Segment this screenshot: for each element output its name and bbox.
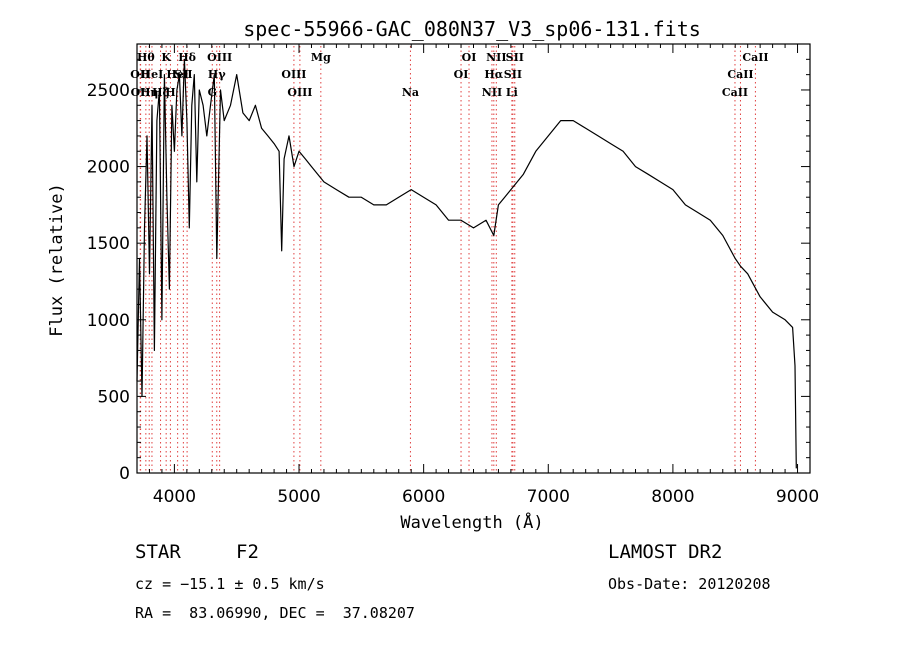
sky-coordinates: RA = 83.06990, DEC = 37.08207 [135, 604, 415, 622]
x-tick-label: 9000 [776, 487, 819, 507]
x-tick-label: 4000 [153, 487, 196, 507]
line-marker-label: OIII [207, 51, 232, 64]
y-tick-label: 2500 [87, 81, 130, 101]
line-marker-label: SII [504, 68, 522, 81]
x-tick-label: 8000 [651, 487, 694, 507]
line-marker-label: CaII [722, 86, 748, 99]
line-marker-label: Hη [140, 86, 158, 99]
survey-name: LAMOST DR2 [608, 541, 723, 563]
redshift-velocity: cz = −15.1 ± 0.5 km/s [135, 575, 325, 593]
line-marker-label: OIII [287, 86, 312, 99]
line-marker-label: OI [462, 51, 477, 64]
chart-title: spec-55966-GAC_080N37_V3_sp06-131.fits [243, 17, 701, 41]
line-marker-label: H [165, 86, 175, 99]
y-axis: 0 500 1000 1500 2000 2500 [87, 58, 810, 484]
line-marker-layer [139, 46, 756, 472]
line-marker-label: OII [131, 86, 151, 99]
line-marker-label: Hθ [137, 51, 155, 64]
object-subclass: F2 [236, 541, 259, 563]
line-marker-label: Hδ [178, 51, 196, 64]
line-marker-label: NII [486, 51, 506, 64]
line-marker-label: Hγ [208, 68, 226, 81]
y-tick-label: 0 [119, 464, 130, 484]
line-marker-label: Hα [484, 68, 503, 81]
line-marker-label: CaII [727, 68, 753, 81]
observation-date: Obs-Date: 20120208 [608, 575, 771, 593]
x-tick-label: 5000 [277, 487, 320, 507]
line-marker-label: K [161, 51, 171, 64]
object-class: STAR [135, 541, 181, 563]
spectrum-series-line [136, 58, 797, 469]
line-marker-label: Li [506, 86, 518, 99]
y-tick-label: 1500 [87, 234, 130, 254]
line-marker-label: OIII [281, 68, 306, 81]
x-tick-label: 6000 [402, 487, 445, 507]
y-axis-label: Flux (relative) [47, 183, 67, 337]
y-tick-label: 500 [98, 387, 130, 407]
plot-frame [136, 43, 811, 474]
line-marker-label: Na [402, 86, 419, 99]
line-marker-label: SII [506, 51, 524, 64]
line-marker-label: HeI [141, 68, 164, 81]
line-marker-label: NII [482, 86, 502, 99]
line-marker-label: Mg [311, 51, 331, 64]
line-label-layer: OIIOIIHθHηHeIHζKHHeISIIHδGHγOIIIOIIIOIII… [130, 51, 768, 99]
line-marker-label: OI [454, 68, 469, 81]
x-tick-label: 7000 [527, 487, 570, 507]
x-axis: 4000 5000 6000 7000 8000 9000 [136, 44, 819, 507]
y-tick-label: 1000 [87, 311, 130, 331]
y-tick-label: 2000 [87, 158, 130, 178]
x-axis-label: Wavelength (Å) [400, 511, 543, 533]
line-marker-label: CaII [742, 51, 768, 64]
